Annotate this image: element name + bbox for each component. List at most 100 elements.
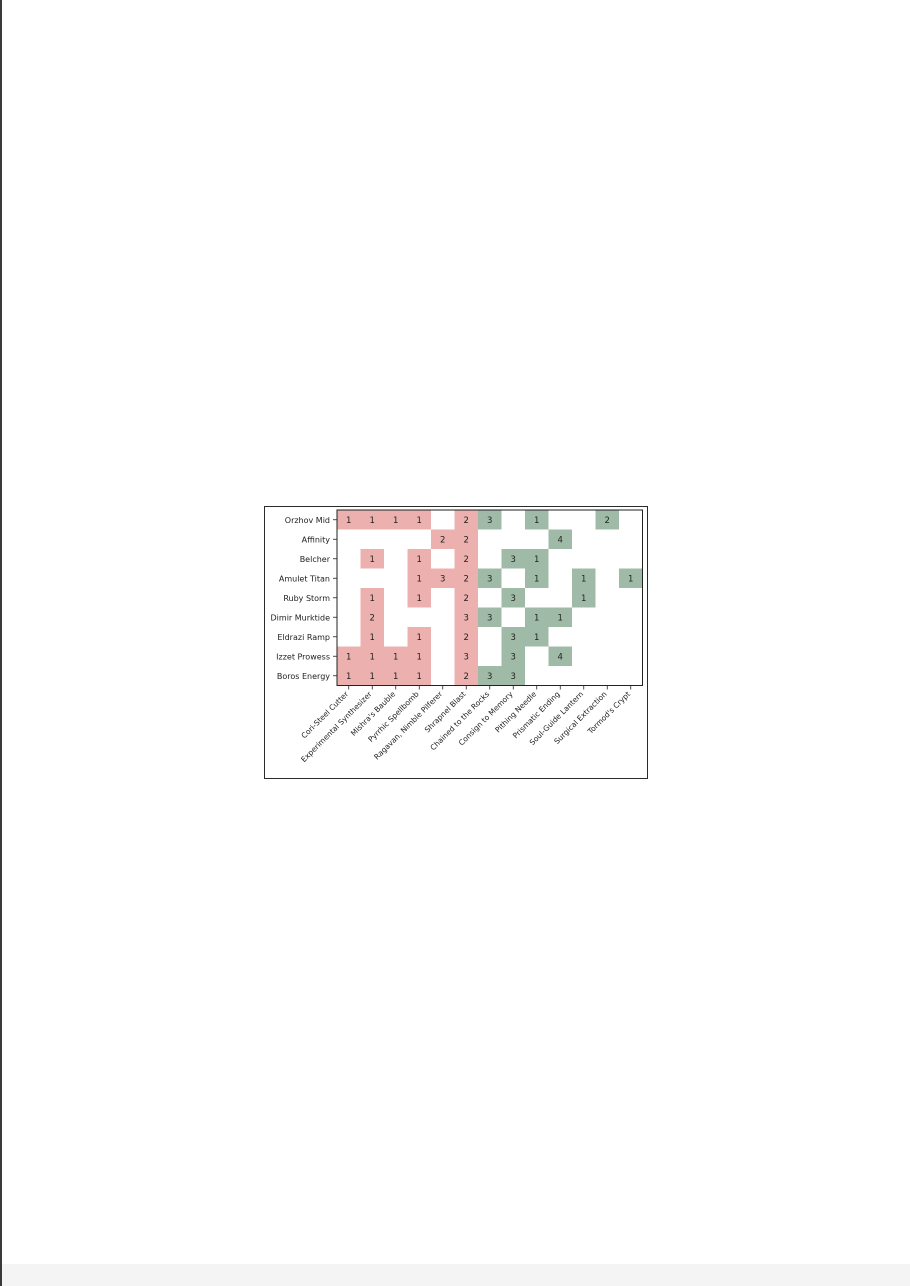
heatmap-cell xyxy=(501,588,525,608)
cell-value-label: 1 xyxy=(393,516,398,526)
cell-value-label: 1 xyxy=(346,672,351,682)
cell-value-label: 1 xyxy=(370,672,375,682)
heatmap-cell xyxy=(360,627,384,647)
cell-value-label: 2 xyxy=(440,535,445,545)
x-tick-label: Tormod's Crypt xyxy=(585,690,632,737)
y-tick-label: Belcher xyxy=(300,555,331,564)
y-tick-label: Eldrazi Ramp xyxy=(277,633,330,642)
y-tick-label: Orzhov Mid xyxy=(285,516,330,525)
cell-value-label: 3 xyxy=(487,613,492,623)
heatmap-cell xyxy=(595,510,619,530)
cell-value-label: 2 xyxy=(464,633,469,643)
page-left-edge xyxy=(0,0,2,1286)
y-tick-label: Amulet Titan xyxy=(279,574,330,583)
cell-value-label: 1 xyxy=(370,555,375,565)
cell-value-label: 3 xyxy=(511,672,516,682)
cell-value-label: 1 xyxy=(534,633,539,643)
cell-value-label: 2 xyxy=(464,555,469,565)
y-tick-label: Izzet Prowess xyxy=(276,652,330,661)
viewer-bottom-band xyxy=(2,1264,910,1286)
cell-value-label: 1 xyxy=(417,516,422,526)
cell-value-label: 1 xyxy=(417,672,422,682)
cell-value-label: 1 xyxy=(370,516,375,526)
cell-value-label: 1 xyxy=(581,594,586,604)
heatmap-cell xyxy=(548,529,572,549)
heatmap-cell xyxy=(478,568,502,588)
heatmap-cell xyxy=(407,568,431,588)
heatmap-cell xyxy=(407,510,431,530)
heatmap-cell xyxy=(525,627,549,647)
y-tick-label: Affinity xyxy=(302,535,331,544)
heatmap-cell xyxy=(407,588,431,608)
heatmap-cell xyxy=(501,549,525,569)
cell-value-label: 1 xyxy=(628,574,633,584)
cell-value-label: 3 xyxy=(511,652,516,662)
heatmap-cell xyxy=(454,549,478,569)
heatmap-cell xyxy=(337,510,361,530)
cell-value-label: 1 xyxy=(417,633,422,643)
cell-value-label: 2 xyxy=(605,516,610,526)
cell-value-label: 1 xyxy=(534,613,539,623)
heatmap-cell xyxy=(454,568,478,588)
heatmap-cell xyxy=(337,666,361,686)
cell-value-label: 1 xyxy=(534,516,539,526)
heatmap-cell xyxy=(501,646,525,666)
cell-value-label: 4 xyxy=(558,535,563,545)
cell-value-label: 1 xyxy=(370,652,375,662)
cell-value-label: 2 xyxy=(464,535,469,545)
heatmap-cell xyxy=(407,666,431,686)
cell-value-label: 2 xyxy=(464,574,469,584)
heatmap-cell xyxy=(360,666,384,686)
cell-value-label: 1 xyxy=(370,594,375,604)
y-tick-label: Dimir Murktide xyxy=(271,613,331,622)
heatmap-cell xyxy=(478,510,502,530)
y-tick-label: Ruby Storm xyxy=(283,594,330,603)
cell-value-label: 4 xyxy=(558,652,563,662)
heatmap-cell xyxy=(572,588,596,608)
heatmap-cell xyxy=(525,510,549,530)
heatmap-chart: 1 1 1 1 2 3 1 2 2 2 4 1 1 2 3 1 1 3 2 3 1 1 1 1 1 2 3 1 2 3 3 1 1 1 1 2 3 1 1 1… xyxy=(271,509,643,764)
cell-value-label: 1 xyxy=(417,574,422,584)
cell-value-label: 1 xyxy=(393,672,398,682)
cell-value-label: 1 xyxy=(417,594,422,604)
heatmap-cell xyxy=(454,529,478,549)
heatmap-cell xyxy=(407,549,431,569)
heatmap-cell xyxy=(360,646,384,666)
heatmap-cell xyxy=(454,666,478,686)
heatmap-cell xyxy=(478,607,502,627)
cell-value-label: 1 xyxy=(581,574,586,584)
heatmap-cell xyxy=(384,646,408,666)
cell-value-label: 1 xyxy=(558,613,563,623)
heatmap-cell xyxy=(525,568,549,588)
heatmap-cell xyxy=(407,646,431,666)
cell-value-label: 1 xyxy=(417,555,422,565)
heatmap-cell xyxy=(548,607,572,627)
cell-value-label: 3 xyxy=(487,516,492,526)
heatmap-cell xyxy=(525,549,549,569)
heatmap-cell xyxy=(619,568,643,588)
cell-value-label: 3 xyxy=(464,613,469,623)
cell-value-label: 2 xyxy=(464,594,469,604)
cell-value-label: 3 xyxy=(511,594,516,604)
cell-value-label: 3 xyxy=(511,633,516,643)
heatmap-cell xyxy=(572,568,596,588)
heatmap-cell xyxy=(337,646,361,666)
cell-value-label: 1 xyxy=(534,555,539,565)
cell-value-label: 1 xyxy=(534,574,539,584)
cell-value-label: 2 xyxy=(464,516,469,526)
y-tick-label: Boros Energy xyxy=(277,672,330,681)
heatmap-cell xyxy=(360,549,384,569)
cell-value-label: 1 xyxy=(346,516,351,526)
cell-value-label: 3 xyxy=(511,555,516,565)
heatmap-cell xyxy=(454,588,478,608)
cell-value-label: 3 xyxy=(487,574,492,584)
heatmap-cell xyxy=(407,627,431,647)
heatmap-cell xyxy=(454,510,478,530)
heatmap-cell xyxy=(525,607,549,627)
heatmap-cell xyxy=(548,646,572,666)
heatmap-cell xyxy=(431,529,455,549)
heatmap-cell xyxy=(501,627,525,647)
heatmap-cell xyxy=(454,646,478,666)
heatmap-cell xyxy=(431,568,455,588)
heatmap-cell xyxy=(454,627,478,647)
